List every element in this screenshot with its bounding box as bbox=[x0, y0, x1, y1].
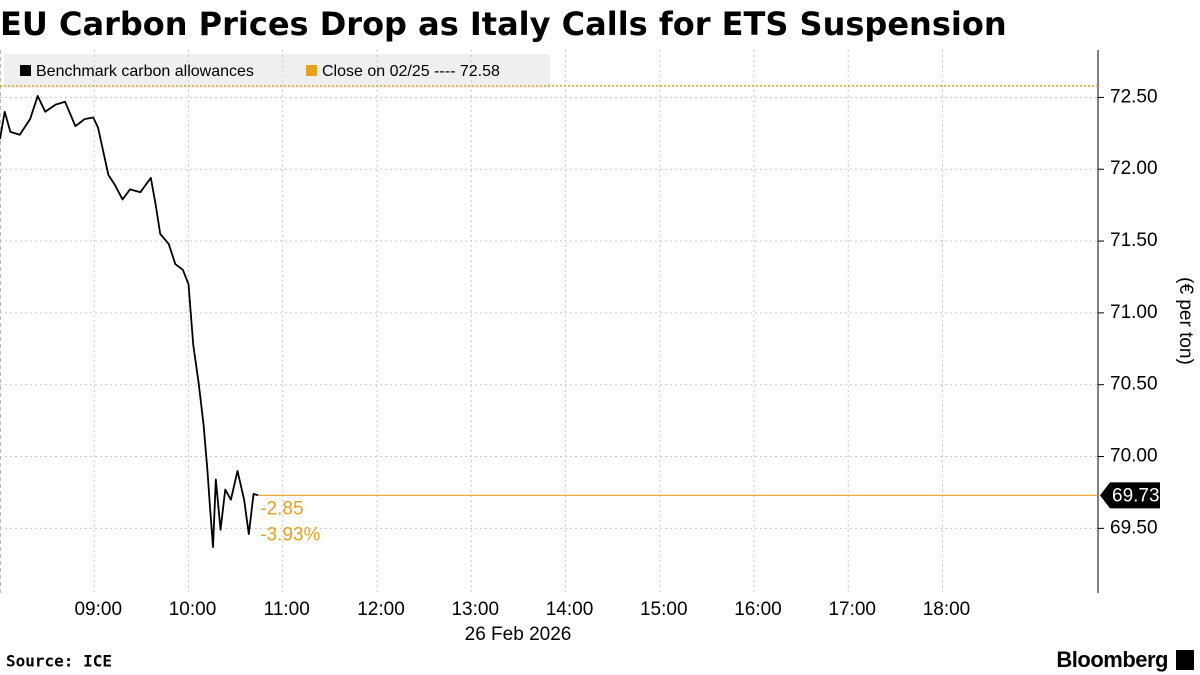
x-axis-label: 26 Feb 2026 bbox=[465, 624, 572, 645]
last-value-label: 69.73 bbox=[1112, 485, 1160, 506]
x-tick-label: 10:00 bbox=[169, 599, 217, 620]
y-tick-label: 72.00 bbox=[1110, 158, 1158, 179]
x-tick-label: 16:00 bbox=[734, 599, 782, 620]
series-line bbox=[0, 95, 259, 548]
x-tick-label: 09:00 bbox=[74, 599, 122, 620]
x-tick-label: 14:00 bbox=[546, 599, 594, 620]
legend-swatch bbox=[20, 65, 31, 76]
y-tick-label: 71.50 bbox=[1110, 230, 1158, 251]
y-tick-label: 69.50 bbox=[1110, 517, 1158, 538]
x-tick-label: 18:00 bbox=[923, 599, 971, 620]
brand: Bloomberg bbox=[1056, 647, 1168, 672]
legend-label: Close on 02/25 ---- 72.58 bbox=[322, 63, 500, 80]
x-tick-label: 17:00 bbox=[828, 599, 876, 620]
x-tick-label: 13:00 bbox=[451, 599, 499, 620]
chart-title: EU Carbon Prices Drop as Italy Calls for… bbox=[0, 5, 1007, 43]
brand-icon bbox=[1176, 650, 1194, 670]
legend-label: Benchmark carbon allowances bbox=[36, 63, 254, 80]
x-tick-label: 11:00 bbox=[264, 599, 310, 620]
y-axis-label: (€ per ton) bbox=[1175, 277, 1196, 365]
change-annotation: -3.93% bbox=[260, 524, 320, 545]
legend-swatch bbox=[306, 65, 317, 76]
y-tick-label: 70.00 bbox=[1110, 446, 1158, 467]
change-annotation: -2.85 bbox=[260, 498, 303, 519]
y-tick-label: 70.50 bbox=[1110, 374, 1158, 395]
y-tick-label: 71.00 bbox=[1110, 302, 1158, 323]
x-tick-label: 15:00 bbox=[640, 599, 688, 620]
source: Source: ICE bbox=[6, 652, 112, 671]
x-tick-label: 12:00 bbox=[357, 599, 405, 620]
legend-box bbox=[4, 54, 550, 88]
y-tick-label: 72.50 bbox=[1110, 86, 1158, 107]
last-value-tag bbox=[1100, 482, 1160, 509]
